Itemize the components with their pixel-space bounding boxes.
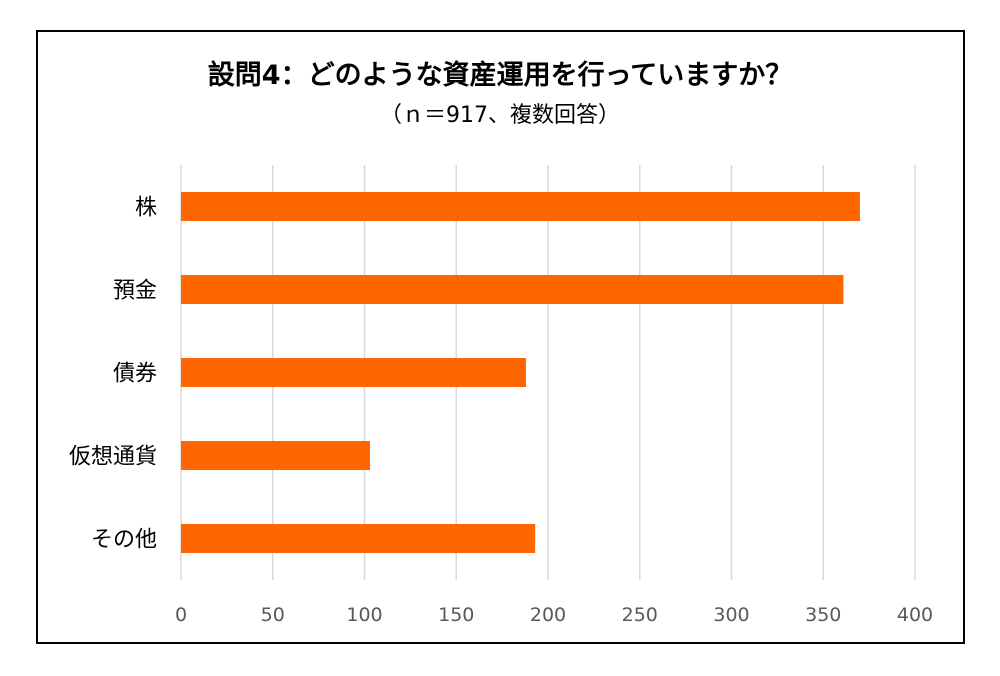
x-tick-label: 150 [438,604,474,626]
category-label: 預金 [113,279,157,304]
bar-4 [181,524,536,553]
x-tick-label: 100 [346,604,382,626]
x-tick-labels: 0 50 100 150 200 250 300 350 400 [175,604,933,626]
bar-1 [181,275,844,304]
bar-3 [181,441,371,470]
x-tick-label: 250 [622,604,658,626]
chart-subtitle: （ｎ＝917、複数回答） [380,103,620,128]
category-label: 株 [135,196,157,221]
bar-0 [181,192,860,221]
x-tick-label: 300 [713,604,749,626]
category-label: 仮想通貨 [69,445,157,470]
category-label: 債券 [113,362,157,387]
x-tick-label: 50 [261,604,285,626]
chart-title: 設問4：どのような資産運用を行っていますか？ [208,59,792,91]
x-tick-label: 400 [897,604,933,626]
x-tick-label: 200 [530,604,566,626]
bars [181,192,860,553]
gridlines [180,165,916,580]
bar-2 [181,358,526,387]
category-label: その他 [91,528,157,553]
x-tick-label: 350 [805,604,841,626]
x-tick-label: 0 [175,604,187,626]
